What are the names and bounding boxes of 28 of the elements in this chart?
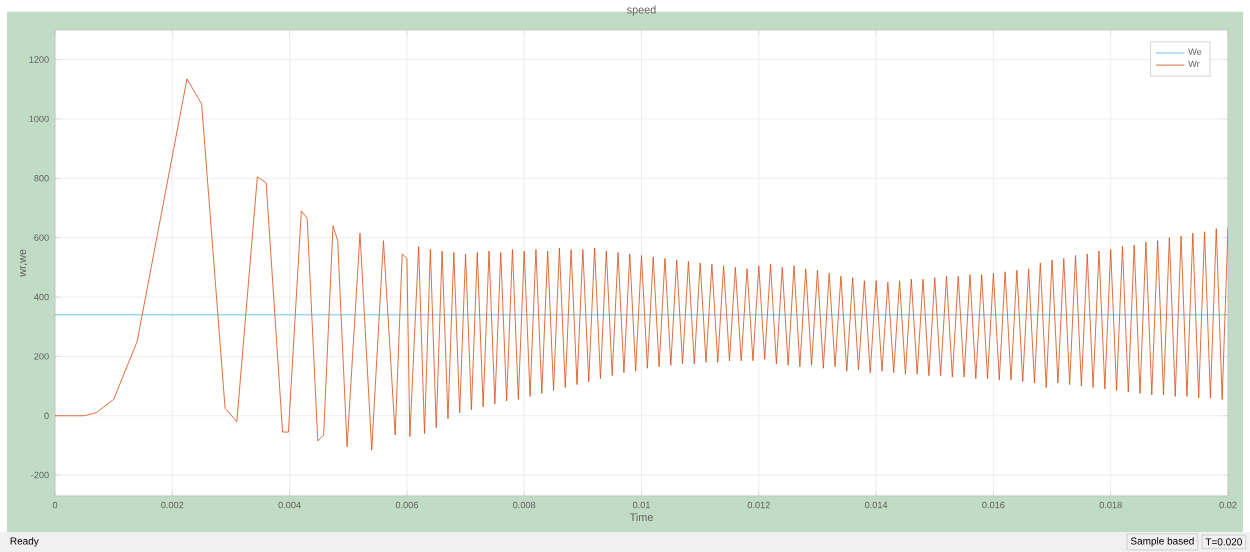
y-tick-label: 200 xyxy=(34,353,49,360)
y-tick-label: 1000 xyxy=(29,115,49,123)
x-tick-label: 0.008 xyxy=(513,501,536,509)
x-tick-label: 0.014 xyxy=(865,501,888,509)
y-tick-label: 600 xyxy=(34,234,49,241)
x-tick-label: 0.018 xyxy=(1099,501,1122,509)
y-tick-label: 1200 xyxy=(29,56,49,63)
x-tick-label: 0.02 xyxy=(1219,501,1237,509)
text: Sample based xyxy=(1130,537,1194,547)
text: Ready xyxy=(10,537,39,547)
y-tick-label: -200 xyxy=(31,471,49,479)
x-tick-label: 0.006 xyxy=(395,501,418,509)
legend-label: Wr xyxy=(1188,60,1200,67)
x-tick-label: 0.002 xyxy=(161,501,184,509)
x-tick-label: 0.01 xyxy=(632,501,650,509)
x-tick-label: 0 xyxy=(52,501,58,509)
y-tick-label: 800 xyxy=(34,174,49,182)
chart-title: speed xyxy=(627,5,656,16)
y-axis-title: wr,we xyxy=(20,249,28,277)
y-tick-label: 400 xyxy=(34,293,49,301)
y-tick-label: 0 xyxy=(44,412,49,419)
x-tick-label: 0.004 xyxy=(278,501,301,509)
x-axis-title: Time xyxy=(629,513,653,521)
line-series xyxy=(55,78,1229,451)
x-tick-label: 0.016 xyxy=(982,501,1005,509)
text: T=0.020 xyxy=(1205,538,1242,546)
legend-label: We xyxy=(1188,48,1202,55)
x-tick-label: 0.012 xyxy=(747,501,770,509)
